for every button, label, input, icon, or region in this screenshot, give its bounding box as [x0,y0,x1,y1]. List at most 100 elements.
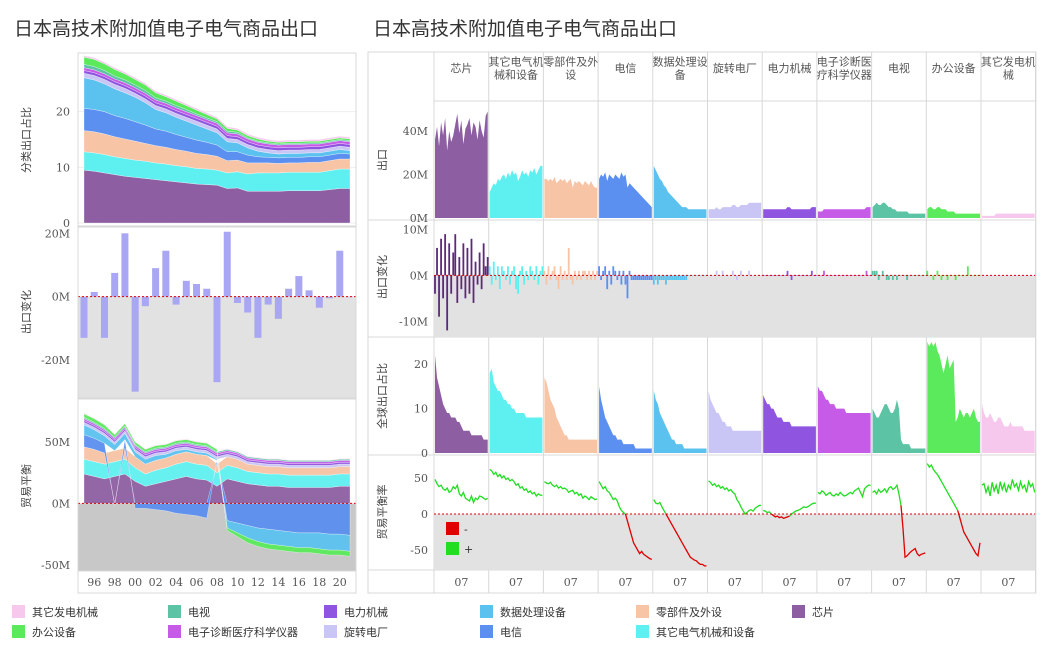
small-bar-rotating [748,270,750,276]
y-tick-label: -50M [41,559,70,572]
small-bar-office [977,275,979,277]
small-bar-dataproc [656,275,659,285]
small-bar-chip [468,275,471,294]
change-frame [77,226,357,399]
change-bar [213,296,221,383]
small-bar-tv [877,275,880,280]
share-frame [77,52,357,227]
small-bar-parts [569,275,572,280]
small-bar-other_elec [507,266,509,276]
small-bar-rotating [711,275,714,277]
small-bar-tv [924,275,927,277]
legend-swatch-parts [636,605,649,618]
small-bar-telecom [606,275,609,290]
small-bar-office [926,270,929,276]
small-area-chip [435,111,488,218]
panel-year-label: 07 [892,576,906,589]
small-bar-parts [543,270,546,276]
negative-legend-swatch [446,522,459,535]
balance-rate-line-dataproc [653,499,667,515]
small-bar-office [928,275,931,277]
small-bar-tv [916,275,919,277]
small-bar-telecom [622,270,625,276]
small-bar-chip [486,257,489,276]
small-bar-other_elec [492,261,495,276]
small-bar-power [808,275,811,277]
small-bar-rotating [721,270,724,276]
small-bar-power [776,275,779,277]
small-bar-other_gen [1023,275,1026,277]
small-bar-telecom [642,275,645,280]
small-bar-telecom [638,275,641,280]
legend-swatch-chip [792,605,805,618]
change-bar [254,296,262,338]
balance-rate-line-telecom [598,481,626,515]
small-bar-medical [835,275,838,277]
column-header-medical: 电子诊断医疗科学仪器 [817,55,872,82]
small-bar-parts [571,275,574,285]
small-bar-office [946,275,949,280]
small-bar-parts [575,275,578,280]
positive-legend-label: + [464,543,473,556]
small-bar-other_elec [488,266,491,276]
small-area-chip [435,355,488,453]
small-area-telecom [599,172,652,218]
x-tick-label: 18 [312,576,326,589]
small-bar-power [784,275,787,277]
small-bar-other_elec [541,266,544,276]
column-header-chip: 芯片 [450,61,472,75]
y-tick-label: 20 [56,106,70,119]
small-bar-chip [478,252,481,276]
legend-label-tv: 电视 [188,605,210,619]
share-area-other_gen [83,55,351,143]
change-bar [285,288,293,297]
small-area-rotating [708,202,762,218]
small-bar-dataproc [663,275,665,280]
y-tick-label: 10M [403,224,428,237]
small-bar-telecom [600,275,603,280]
small-bar-dataproc [658,275,661,280]
change-bar [90,291,98,297]
balance-rate-line-office [957,510,981,558]
small-area-parts [544,377,598,453]
small-bar-medical [851,275,854,277]
small-bar-rotating [744,275,746,277]
change-bar [203,288,211,297]
legend-swatch-telecom [480,625,493,638]
small-bar-chip [436,247,438,276]
small-bar-office [966,266,969,276]
small-bar-other_elec [519,270,522,276]
small-bar-telecom [626,275,629,299]
balance-rate-line-tv [900,505,926,559]
change-bar [244,296,252,313]
panel-year-label: 07 [783,576,797,589]
y-tick-label: 50 [414,472,428,485]
change-bar [326,296,334,299]
small-bar-rotating [727,275,730,277]
legend-label-telecom: 电信 [500,626,522,639]
small-bar-dataproc [677,275,680,280]
small-area-tv [872,399,926,453]
small-bar-parts [557,275,560,290]
small-bar-chip [456,275,459,303]
grid-outer-frame [367,51,1037,594]
small-bar-tv [912,275,915,277]
small-bar-other_gen [999,275,1002,277]
small-bar-chip [484,266,487,276]
small-bar-other_elec [515,275,517,290]
legend-swatch-power [324,605,337,618]
small-bar-other_gen [1019,275,1022,277]
small-bar-chip [442,275,445,299]
small-bar-rotating [735,275,738,280]
small-bar-telecom [620,275,623,285]
small-bar-rotating [723,275,726,277]
balance-rate-line-power [762,509,772,515]
panel-year-label: 07 [618,576,632,589]
small-bar-parts [567,247,570,276]
change-bar [100,296,108,338]
left-share-chart: 0 10 20 [56,52,357,230]
small-bar-chip [466,247,469,276]
legend-label-chip: 芯片 [812,605,834,619]
small-bar-parts [586,275,588,280]
small-bar-other_elec [513,266,515,276]
